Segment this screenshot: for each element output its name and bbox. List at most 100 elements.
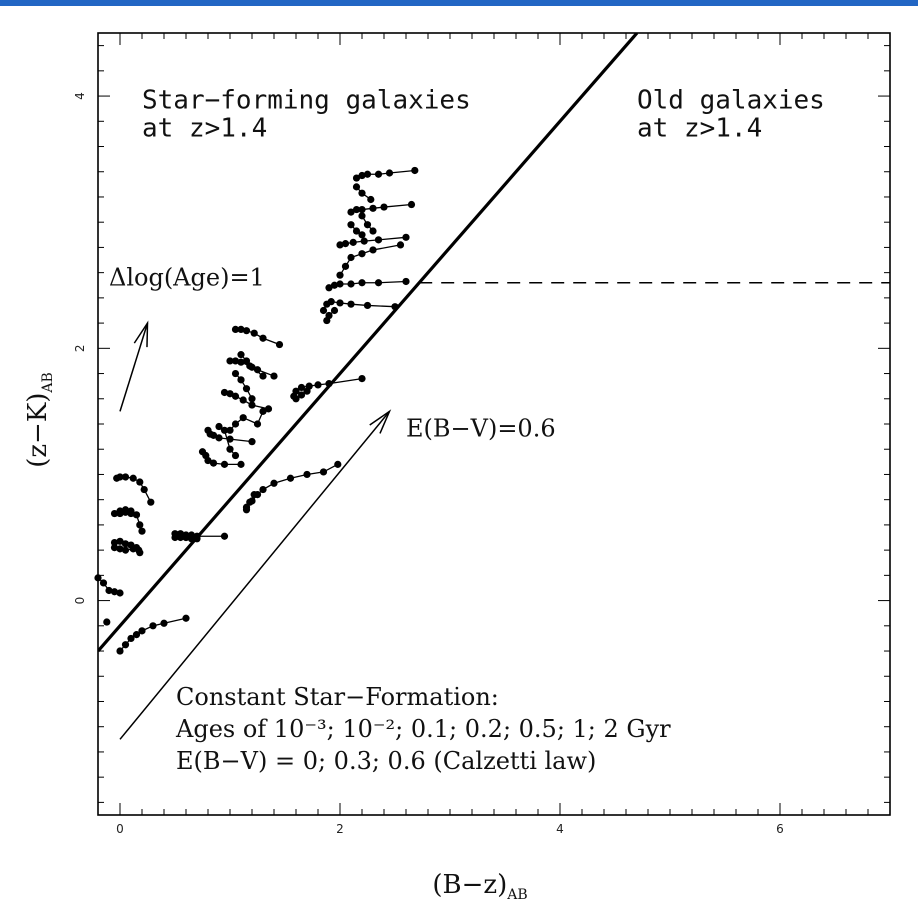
track-1 bbox=[94, 574, 124, 597]
track-2 bbox=[103, 618, 111, 626]
data-point bbox=[259, 372, 267, 380]
data-point bbox=[292, 387, 300, 395]
data-point bbox=[358, 189, 366, 197]
data-point bbox=[135, 546, 143, 554]
data-point bbox=[116, 545, 124, 553]
y-axis-label-sub: AB bbox=[40, 372, 56, 393]
data-point bbox=[182, 533, 190, 542]
data-point bbox=[352, 174, 361, 182]
data-point bbox=[303, 470, 311, 479]
data-point bbox=[374, 236, 383, 244]
data-point bbox=[385, 169, 394, 177]
line-layer bbox=[98, 33, 890, 740]
data-point bbox=[121, 540, 130, 548]
data-point bbox=[226, 445, 234, 453]
data-point bbox=[380, 203, 388, 211]
data-point bbox=[402, 233, 410, 241]
data-point bbox=[237, 460, 245, 468]
data-point bbox=[110, 544, 119, 552]
x-tick-label: 6 bbox=[776, 822, 784, 836]
data-point bbox=[325, 380, 333, 388]
model-description-line: Ages of 10⁻³; 10⁻²; 0.1; 0.2; 0.5; 1; 2 … bbox=[175, 715, 671, 743]
data-point bbox=[160, 619, 168, 627]
data-point bbox=[204, 456, 212, 465]
data-point bbox=[253, 366, 262, 374]
data-point bbox=[314, 381, 322, 389]
data-point bbox=[358, 374, 366, 383]
y-tick-label: 2 bbox=[73, 345, 87, 353]
data-point bbox=[215, 434, 223, 442]
data-point bbox=[358, 231, 366, 239]
track-12 bbox=[204, 426, 256, 446]
data-point bbox=[127, 509, 135, 518]
data-point bbox=[242, 327, 251, 335]
data-point bbox=[149, 622, 157, 630]
data-point bbox=[129, 545, 137, 553]
x-tick-label: 4 bbox=[556, 822, 564, 836]
track-30 bbox=[347, 221, 366, 239]
track-13 bbox=[215, 422, 240, 460]
data-point bbox=[231, 420, 240, 428]
data-point bbox=[182, 614, 190, 622]
data-point bbox=[347, 253, 355, 262]
y-axis-label-main: (z−K) bbox=[23, 393, 53, 468]
data-point bbox=[237, 358, 245, 366]
data-point bbox=[237, 325, 245, 334]
data-point bbox=[116, 589, 124, 597]
data-point bbox=[242, 357, 251, 365]
data-point bbox=[250, 329, 258, 337]
arrow-head-1 bbox=[133, 320, 149, 348]
data-point bbox=[138, 527, 146, 535]
data-point bbox=[259, 485, 267, 494]
data-point bbox=[187, 533, 196, 542]
data-point bbox=[358, 205, 366, 214]
data-point bbox=[110, 538, 119, 547]
annotation-layer: Δlog(Age)=1 E(B−V)=0.6 Star−forming galaxi… bbox=[109, 86, 825, 775]
data-point bbox=[264, 405, 273, 413]
data-point bbox=[330, 306, 339, 315]
data-point bbox=[292, 395, 300, 403]
region-label-line: Star−forming galaxies bbox=[142, 86, 471, 116]
data-point bbox=[330, 281, 339, 289]
data-point bbox=[319, 306, 328, 315]
arrow-label-2: E(B−V)=0.6 bbox=[406, 415, 556, 443]
data-point bbox=[248, 395, 256, 403]
track-21 bbox=[242, 460, 342, 511]
track-31 bbox=[347, 200, 416, 216]
data-point bbox=[231, 325, 240, 334]
track-7 bbox=[113, 473, 155, 506]
track-32 bbox=[358, 212, 377, 235]
data-point bbox=[270, 479, 278, 487]
x-axis-label-sub: AB bbox=[506, 887, 527, 903]
x-tick-label: 0 bbox=[116, 822, 124, 836]
data-point bbox=[105, 586, 113, 595]
data-point bbox=[336, 299, 344, 307]
data-point bbox=[103, 618, 111, 626]
model-description-line: Constant Star−Formation: bbox=[176, 683, 499, 711]
data-point bbox=[226, 426, 234, 434]
x-tick-label: 2 bbox=[336, 822, 344, 836]
data-point bbox=[369, 246, 377, 254]
data-point bbox=[363, 170, 372, 178]
data-point bbox=[231, 392, 240, 400]
arrow-label-1: Δlog(Age)=1 bbox=[109, 263, 265, 291]
track-25 bbox=[319, 298, 399, 315]
data-point bbox=[132, 631, 141, 639]
arrow-shaft-2 bbox=[119, 410, 391, 740]
data-point bbox=[215, 422, 223, 431]
data-point bbox=[237, 376, 245, 384]
data-point bbox=[220, 426, 229, 434]
data-point bbox=[374, 279, 383, 287]
data-point bbox=[352, 205, 361, 214]
track-17 bbox=[231, 369, 256, 403]
data-point bbox=[358, 212, 366, 220]
y-tick-label: 4 bbox=[73, 92, 87, 100]
data-point bbox=[336, 271, 344, 279]
data-point bbox=[270, 372, 278, 380]
data-point bbox=[239, 396, 247, 404]
track-4 bbox=[110, 544, 143, 554]
data-point bbox=[226, 357, 234, 365]
data-point bbox=[136, 478, 144, 486]
data-point bbox=[374, 170, 383, 178]
data-point bbox=[347, 221, 355, 229]
